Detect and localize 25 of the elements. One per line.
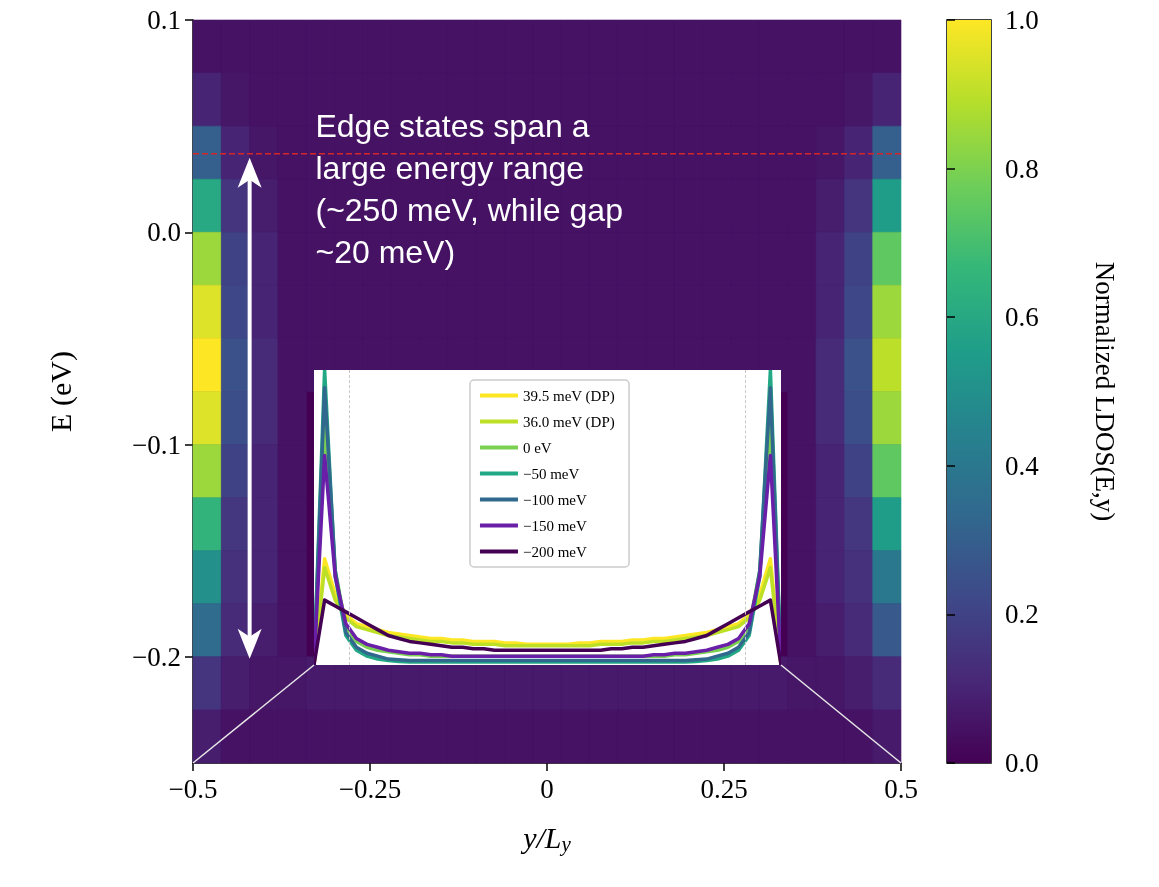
- legend-label: 39.5 meV (DP): [522, 387, 615, 405]
- annotation: Edge states span a large energy range (~250 meV, while gap ~20 meV): [315, 107, 632, 270]
- color-bar-label: 1.0: [1005, 5, 1039, 35]
- color-bar-label: 0.8: [1005, 153, 1039, 184]
- x-tick-label: 0: [540, 773, 554, 804]
- color-bar-label: 0.6: [1005, 302, 1039, 333]
- color-bar-title: Normalized LDOS(E,y): [1089, 261, 1120, 522]
- color-bar-label: 0.4: [1005, 450, 1040, 481]
- x-tick-label: −0.25: [338, 773, 402, 804]
- y-axis-title: E (eV): [43, 351, 78, 432]
- y-tick-label: −0.2: [132, 641, 181, 672]
- legend-label: −200 meV: [522, 543, 587, 560]
- legend-label: −150 meV: [522, 517, 587, 534]
- x-tick-label: 0.25: [700, 773, 748, 804]
- legend-label: −50 meV: [522, 465, 580, 482]
- color-bar-label: 0.2: [1005, 599, 1039, 630]
- x-tick-label: −0.5: [168, 773, 218, 804]
- y-tick-label: 0.0: [147, 217, 181, 248]
- legend-label: −100 meV: [522, 491, 587, 508]
- y-tick-label: −0.1: [132, 429, 181, 460]
- legend-label: 0 eV: [522, 439, 552, 456]
- x-tick-label: 0.5: [884, 773, 918, 804]
- legend-label: 36.0 meV (DP): [522, 413, 615, 431]
- color-bar-label: 0.0: [1005, 748, 1039, 778]
- y-tick-label: 0.1: [147, 5, 181, 35]
